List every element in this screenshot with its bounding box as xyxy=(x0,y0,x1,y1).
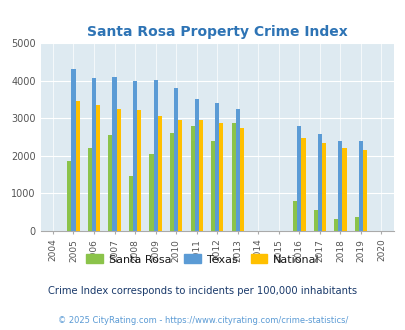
Bar xyxy=(137,110,141,231)
Bar xyxy=(108,135,112,231)
Bar xyxy=(317,134,321,231)
Bar xyxy=(149,154,153,231)
Bar xyxy=(354,217,358,231)
Bar xyxy=(153,80,157,231)
Bar xyxy=(190,126,194,231)
Text: Crime Index corresponds to incidents per 100,000 inhabitants: Crime Index corresponds to incidents per… xyxy=(48,286,357,296)
Text: © 2025 CityRating.com - https://www.cityrating.com/crime-statistics/: © 2025 CityRating.com - https://www.city… xyxy=(58,316,347,325)
Bar xyxy=(292,201,296,231)
Bar xyxy=(231,123,235,231)
Bar xyxy=(219,123,223,231)
Bar xyxy=(174,88,178,231)
Bar xyxy=(362,150,366,231)
Bar xyxy=(96,105,100,231)
Bar xyxy=(342,148,346,231)
Bar xyxy=(170,133,174,231)
Bar xyxy=(178,120,182,231)
Bar xyxy=(67,161,71,231)
Bar xyxy=(235,109,239,231)
Bar xyxy=(133,81,137,231)
Bar xyxy=(239,128,243,231)
Bar xyxy=(358,141,362,231)
Bar xyxy=(296,126,301,231)
Bar xyxy=(112,77,116,231)
Bar xyxy=(92,78,96,231)
Bar xyxy=(128,177,133,231)
Bar xyxy=(71,69,75,231)
Bar xyxy=(313,210,317,231)
Bar xyxy=(211,142,215,231)
Bar xyxy=(337,141,342,231)
Bar xyxy=(321,143,325,231)
Bar xyxy=(333,219,337,231)
Bar xyxy=(301,138,305,231)
Title: Santa Rosa Property Crime Index: Santa Rosa Property Crime Index xyxy=(87,25,347,39)
Bar xyxy=(157,116,161,231)
Legend: Santa Rosa, Texas, National: Santa Rosa, Texas, National xyxy=(82,250,323,269)
Bar xyxy=(215,104,219,231)
Bar xyxy=(198,120,202,231)
Bar xyxy=(194,99,198,231)
Bar xyxy=(87,148,92,231)
Bar xyxy=(116,109,120,231)
Bar xyxy=(75,101,79,231)
